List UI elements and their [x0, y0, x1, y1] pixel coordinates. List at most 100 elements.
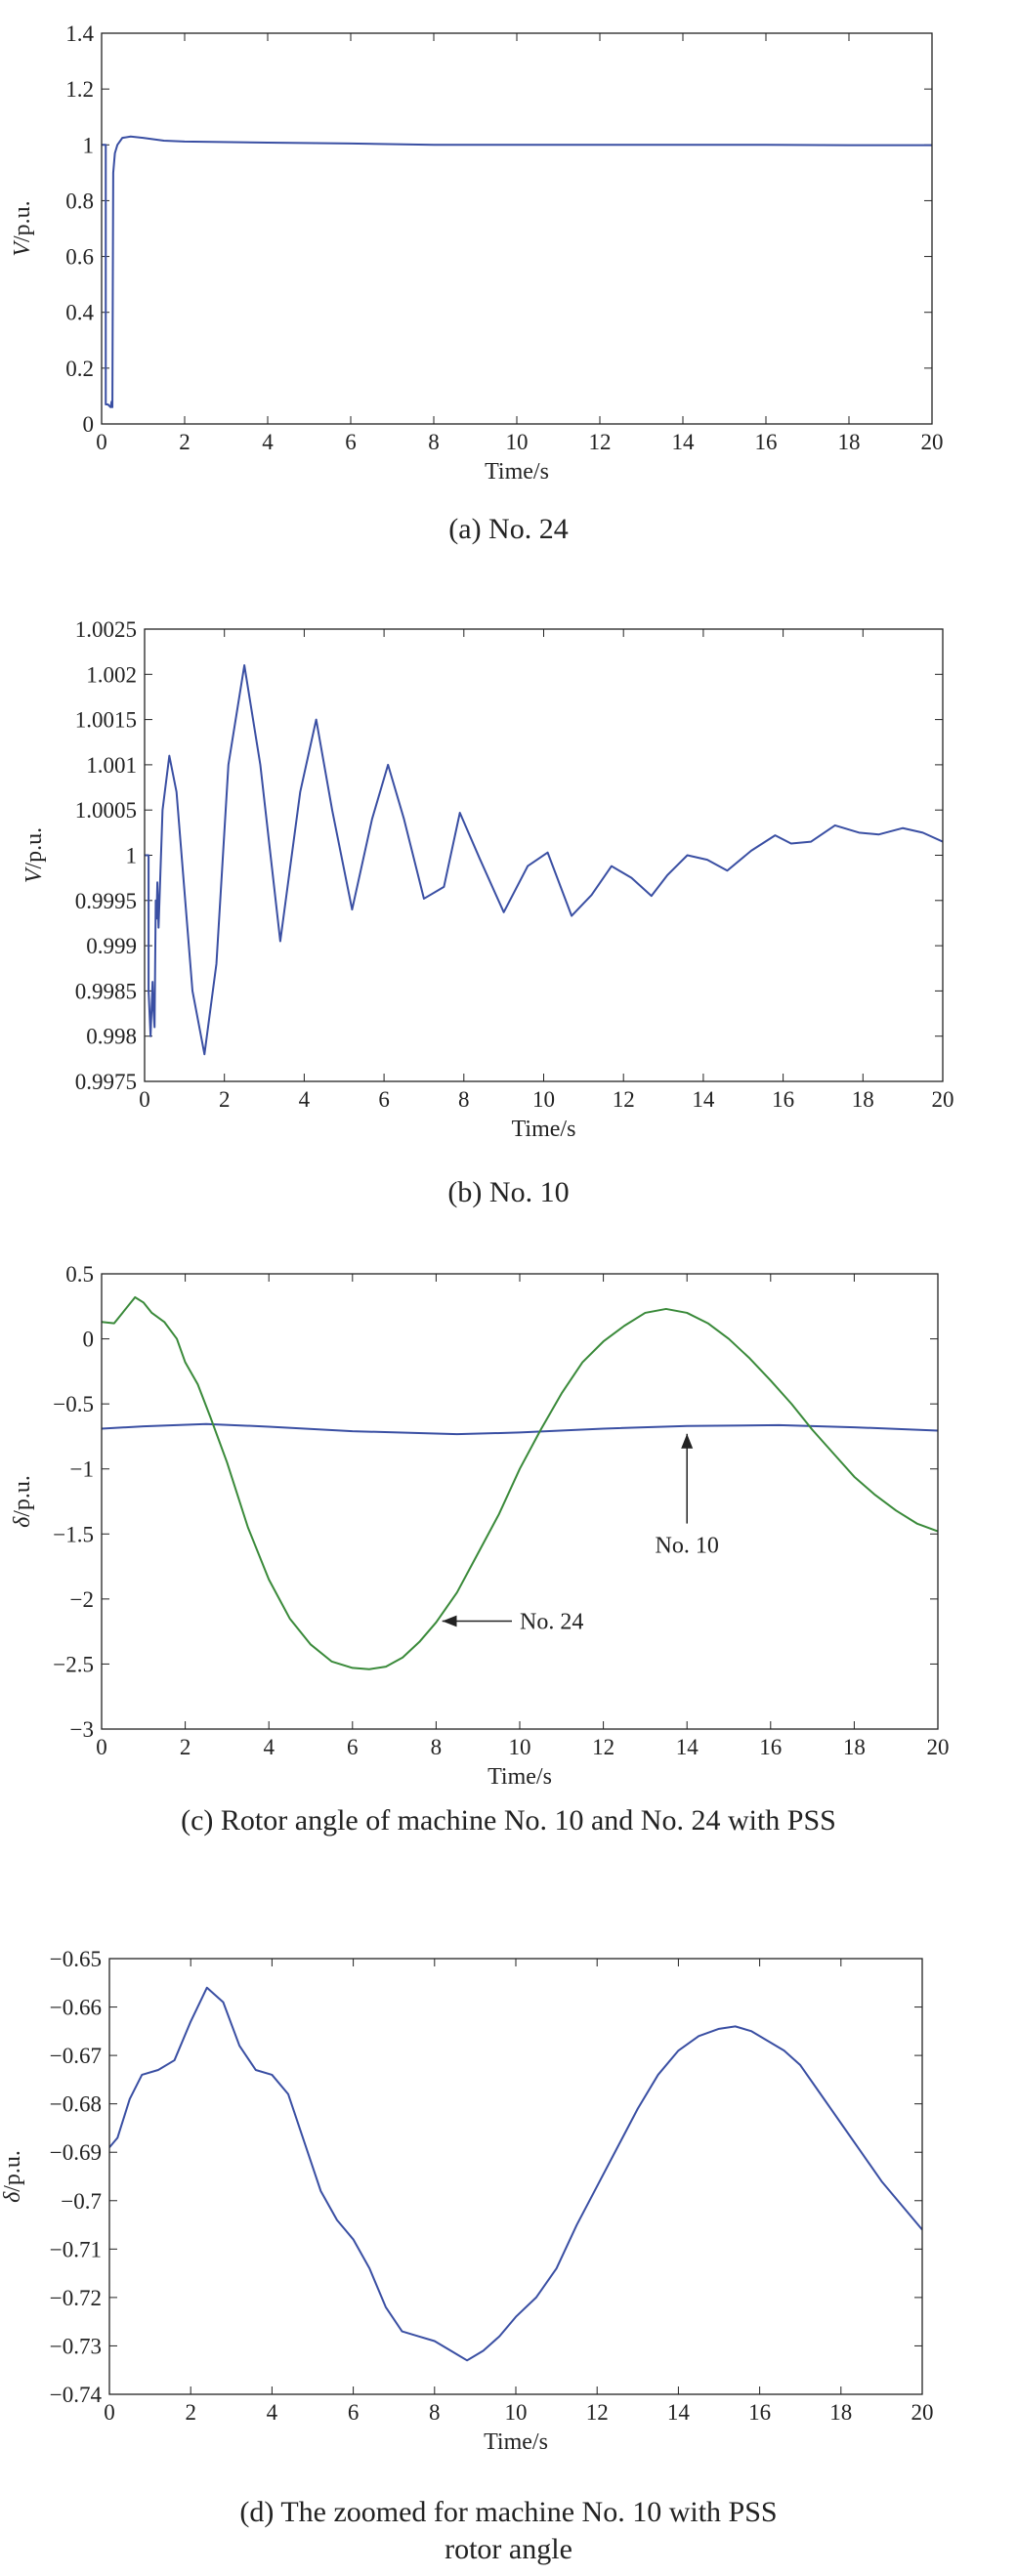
- caption-c: (c) Rotor angle of machine No. 10 and No…: [181, 1804, 836, 1837]
- x-tick-label: 8: [429, 2400, 441, 2425]
- series-line-no-10: [145, 664, 943, 1056]
- y-tick-label: 1.2: [65, 77, 94, 102]
- y-tick-label: −1: [70, 1457, 94, 1482]
- y-tick-label: 0.9985: [75, 979, 137, 1003]
- x-tick-label: 18: [838, 430, 861, 454]
- y-tick-label: −0.71: [50, 2237, 102, 2261]
- x-tick-label: 10: [509, 1735, 531, 1759]
- x-tick-label: 18: [852, 1087, 874, 1112]
- x-axis-label: Time/s: [487, 1764, 552, 1790]
- y-tick-label: −0.74: [50, 2383, 103, 2407]
- x-tick-label: 12: [613, 1087, 635, 1112]
- y-tick-label: −3: [70, 1717, 94, 1742]
- y-tick-label: 0.5: [65, 1262, 94, 1287]
- x-tick-label: 20: [911, 2400, 934, 2425]
- y-tick-label: −0.7: [61, 2189, 102, 2214]
- series-line-no-10: [102, 1422, 938, 1436]
- x-tick-label: 6: [378, 1087, 390, 1112]
- chart-c: 0 2 4 6 8 10 12 14 16 18 20 −3 −2.5 −2 −1.5 −1 −0.5 0 0.5 N…: [10, 1262, 950, 1790]
- series-line-no-10: [109, 1986, 922, 2362]
- x-tick-label: 12: [592, 1735, 614, 1759]
- x-tick-label: 16: [755, 430, 778, 454]
- x-tick-label: 14: [667, 2400, 691, 2425]
- y-tick-label: 1: [126, 844, 138, 868]
- y-tick-label: −1.5: [53, 1522, 94, 1546]
- annotation-label: No. 10: [656, 1534, 719, 1559]
- x-tick-label: 18: [829, 2400, 852, 2425]
- y-tick-label: 1.002: [86, 662, 137, 687]
- chart-panel-b: 0 2 4 6 8 10 12 14 16 18 20 0.9975 0.998 0.9985 0.999 0…: [0, 606, 1017, 1211]
- x-tick-label: 16: [759, 1735, 782, 1759]
- x-tick-label: 10: [505, 2400, 528, 2425]
- y-tick-label: 0: [83, 412, 95, 437]
- y-tick-label: −0.69: [50, 2140, 102, 2165]
- x-tick-label: 12: [589, 430, 612, 454]
- x-tick-label: 6: [345, 430, 357, 454]
- y-tick-label: −0.72: [50, 2286, 102, 2310]
- x-axis-label: Time/s: [485, 459, 549, 485]
- x-tick-label: 14: [672, 430, 696, 454]
- caption-d-line1: (d) The zoomed for machine No. 10 with P…: [239, 2496, 778, 2528]
- y-tick-label: 1.001: [86, 753, 137, 778]
- y-tick-label: −0.73: [50, 2334, 102, 2358]
- x-tick-label: 0: [96, 430, 107, 454]
- x-tick-label: 6: [348, 2400, 360, 2425]
- x-tick-label: 2: [179, 430, 191, 454]
- y-tick-label: −0.68: [50, 2092, 102, 2117]
- x-axis-label: Time/s: [484, 2429, 548, 2455]
- y-tick-label: 1.0025: [75, 617, 137, 642]
- series-line-no-24: [102, 1295, 938, 1670]
- x-axis-label: Time/s: [512, 1117, 576, 1142]
- x-tick-label: 4: [299, 1087, 311, 1112]
- chart-panel-a: 0 2 4 6 8 10 12 14 16 18 20 0 0.2 0.4 0.6 0.8 1 1.2 1.4 Tim…: [0, 0, 1017, 547]
- y-axis-label: δ/p.u.: [0, 2150, 25, 2203]
- y-tick-label: 0.999: [86, 934, 137, 958]
- y-tick-label: 0.6: [65, 245, 94, 270]
- x-tick-label: 0: [104, 2400, 115, 2425]
- y-tick-label: 1.0015: [75, 708, 137, 733]
- y-tick-label: 0.8: [65, 189, 94, 213]
- x-tick-label: 10: [532, 1087, 555, 1112]
- x-tick-label: 0: [139, 1087, 150, 1112]
- y-tick-label: 1.4: [65, 21, 94, 46]
- x-tick-label: 2: [180, 1735, 191, 1759]
- plot-frame: [101, 1273, 939, 1730]
- y-tick-label: −0.66: [50, 1996, 102, 2020]
- annotation-label: No. 24: [520, 1609, 583, 1634]
- x-tick-label: 18: [843, 1735, 866, 1759]
- x-tick-label: 4: [267, 2400, 278, 2425]
- caption-b: (b) No. 10: [447, 1176, 570, 1208]
- x-tick-label: 2: [219, 1087, 231, 1112]
- chart-panel-d: 0 2 4 6 8 10 12 14 16 18 20 −0.74 −0.73 −0.72 −0.71 −0.…: [0, 1934, 1017, 2576]
- x-tick-label: 4: [262, 430, 274, 454]
- y-tick-label: −0.5: [53, 1392, 94, 1416]
- x-tick-label: 8: [431, 1735, 443, 1759]
- x-tick-label: 14: [676, 1735, 699, 1759]
- y-tick-label: −2.5: [53, 1652, 94, 1676]
- y-tick-label: 0.9975: [75, 1070, 137, 1094]
- plot-frame: [101, 32, 933, 425]
- y-tick-label: 1: [83, 133, 95, 157]
- x-tick-label: 20: [932, 1087, 954, 1112]
- y-tick-label: −0.67: [50, 2044, 102, 2068]
- caption-d-line2: rotor angle: [445, 2533, 572, 2565]
- x-tick-label: 0: [96, 1735, 107, 1759]
- y-tick-label: 0.2: [65, 357, 94, 381]
- y-tick-label: 0.4: [65, 301, 94, 325]
- x-tick-label: 16: [748, 2400, 771, 2425]
- x-tick-label: 10: [506, 430, 529, 454]
- caption-a: (a) No. 24: [448, 513, 569, 545]
- y-axis-label: δ/p.u.: [10, 1475, 35, 1528]
- x-tick-label: 20: [921, 430, 944, 454]
- y-axis-label: V/p.u.: [21, 827, 47, 883]
- y-tick-label: −0.65: [50, 1947, 102, 1971]
- plot-frame: [144, 628, 944, 1082]
- x-tick-label: 4: [263, 1735, 275, 1759]
- chart-panel-c: 0 2 4 6 8 10 12 14 16 18 20 −3 −2.5 −2 −1.5 −1 −0.5 0 0.5 N…: [0, 1250, 1017, 1837]
- y-tick-label: 0: [83, 1328, 95, 1352]
- y-tick-label: −2: [70, 1587, 94, 1612]
- x-tick-label: 2: [185, 2400, 196, 2425]
- chart-b: 0 2 4 6 8 10 12 14 16 18 20 0.9975 0.998 0.9985 0.999 0…: [21, 617, 954, 1142]
- x-tick-label: 20: [927, 1735, 950, 1759]
- plot-frame: [108, 1958, 923, 2395]
